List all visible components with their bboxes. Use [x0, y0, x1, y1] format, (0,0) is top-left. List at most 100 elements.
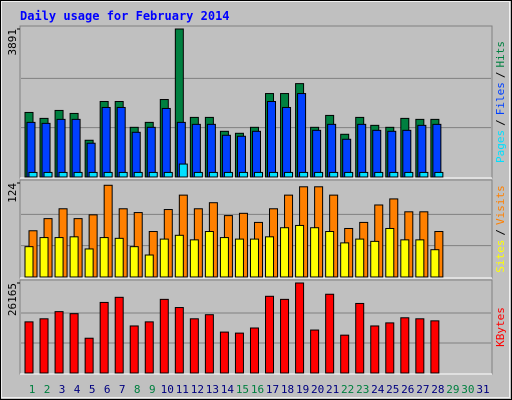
x-tick-label: 23	[356, 383, 369, 396]
x-tick-label: 21	[326, 383, 339, 396]
bar	[265, 295, 275, 374]
bar	[39, 237, 49, 278]
bar	[389, 171, 399, 178]
legend: Pages / Files / Hits	[494, 41, 507, 163]
bar	[430, 249, 440, 278]
x-tick-label: 25	[386, 383, 399, 396]
x-tick-label: 28	[431, 383, 444, 396]
bar	[236, 135, 246, 178]
bar	[161, 107, 171, 178]
x-tick-label: 27	[416, 383, 429, 396]
bar	[329, 171, 339, 178]
x-tick-label: 17	[266, 383, 279, 396]
bar	[434, 171, 444, 178]
bar	[219, 331, 229, 374]
bar	[355, 238, 365, 278]
bar	[129, 325, 139, 374]
bar	[159, 298, 169, 374]
legend-entry: KBytes	[494, 307, 507, 347]
bar	[101, 106, 111, 178]
bar	[385, 322, 395, 374]
bar	[430, 320, 440, 374]
bar	[189, 239, 199, 278]
bar	[402, 129, 412, 178]
bar	[133, 171, 143, 178]
bar	[208, 171, 218, 178]
legend-entry: Pages	[494, 130, 507, 163]
bar	[58, 171, 68, 178]
x-tick-label: 14	[221, 383, 235, 396]
bar	[251, 130, 261, 178]
bar	[204, 231, 214, 278]
x-tick-label: 2	[44, 383, 51, 396]
bar	[325, 293, 335, 374]
x-tick-label: 31	[476, 383, 489, 396]
y-tick-label: 3891	[6, 29, 19, 56]
bar	[284, 171, 294, 178]
legend-entry: Hits	[494, 41, 507, 68]
bar	[314, 171, 324, 178]
bar	[163, 171, 173, 178]
bar	[28, 171, 38, 178]
bar	[206, 123, 216, 178]
bar	[249, 238, 259, 278]
bar	[144, 321, 154, 374]
x-tick-label: 3	[59, 383, 66, 396]
bar	[41, 122, 51, 178]
x-tick-label: 22	[341, 383, 354, 396]
bar	[265, 236, 275, 278]
legend: Sites / Visits	[494, 185, 507, 273]
bar	[370, 240, 380, 278]
bar	[295, 224, 305, 278]
bar	[131, 131, 141, 178]
bar	[56, 118, 66, 178]
x-tick-label: 10	[161, 383, 174, 396]
bar	[54, 311, 64, 374]
bar	[344, 171, 354, 178]
x-tick-label: 19	[296, 383, 309, 396]
bar	[400, 317, 410, 374]
x-tick-label: 30	[461, 383, 474, 396]
legend-entry: Visits	[494, 185, 507, 225]
bar	[24, 246, 34, 278]
bar	[204, 314, 214, 374]
x-tick-label: 5	[89, 383, 96, 396]
y-tick-label: 124	[6, 183, 19, 203]
legend-separator: /	[494, 72, 507, 79]
legend-separator: /	[494, 229, 507, 236]
bar	[148, 171, 158, 178]
bar	[219, 237, 229, 278]
bar	[385, 227, 395, 278]
x-tick-label: 15	[236, 383, 249, 396]
bar	[26, 121, 36, 178]
bar	[400, 239, 410, 278]
bar	[417, 124, 427, 178]
bar	[118, 171, 128, 178]
bar	[24, 321, 34, 374]
bar	[43, 171, 53, 178]
bar	[299, 171, 309, 178]
x-tick-label: 1	[29, 383, 36, 396]
bar	[54, 237, 64, 278]
bar	[234, 332, 244, 374]
bar	[178, 163, 188, 178]
bar	[146, 126, 156, 178]
legend-entry: Sites	[494, 240, 507, 273]
bar	[221, 134, 231, 178]
bar	[357, 123, 367, 178]
bar	[374, 171, 384, 178]
x-tick-label: 8	[134, 383, 141, 396]
bar	[310, 227, 320, 278]
bar	[282, 106, 292, 178]
bar	[84, 248, 94, 278]
bar	[404, 171, 414, 178]
x-tick-label: 18	[281, 383, 294, 396]
bar	[340, 242, 350, 278]
x-tick-label: 29	[446, 383, 459, 396]
bar	[73, 171, 83, 178]
bar	[325, 231, 335, 278]
x-tick-label: 7	[119, 383, 126, 396]
bar	[342, 138, 352, 178]
bar	[327, 123, 337, 178]
